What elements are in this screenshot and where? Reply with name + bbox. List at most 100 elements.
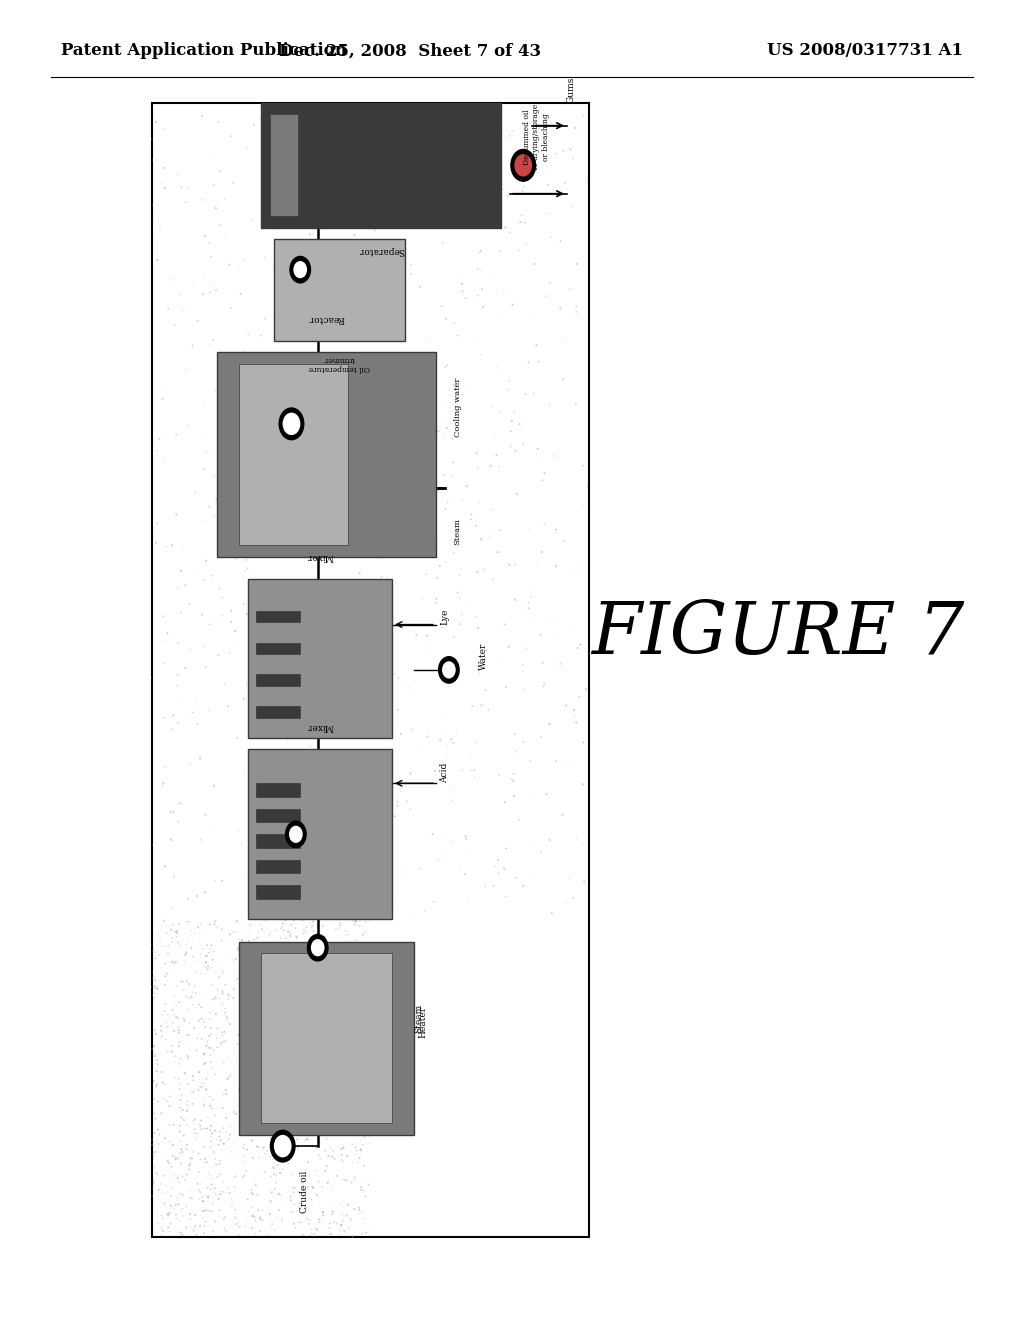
- Point: [236, 1138, 252, 1159]
- Point: [575, 554, 592, 576]
- Point: [332, 660, 348, 681]
- Point: [360, 909, 377, 931]
- Point: [219, 989, 236, 1010]
- Point: [148, 512, 165, 533]
- Point: [164, 1175, 180, 1196]
- Point: [356, 1082, 373, 1104]
- Point: [153, 1015, 169, 1036]
- Point: [168, 1147, 184, 1168]
- Point: [381, 527, 397, 548]
- Point: [463, 120, 479, 141]
- Point: [146, 1044, 163, 1065]
- Point: [402, 255, 419, 276]
- Point: [282, 1105, 298, 1126]
- Point: [323, 1084, 339, 1105]
- Point: [267, 1056, 284, 1077]
- Point: [290, 777, 306, 799]
- Point: [166, 866, 182, 887]
- Point: [303, 1222, 319, 1243]
- Point: [272, 694, 289, 715]
- Text: Heater: Heater: [418, 1006, 427, 1039]
- Point: [199, 937, 215, 958]
- Point: [361, 972, 378, 993]
- Point: [412, 276, 428, 297]
- Point: [389, 795, 406, 816]
- Point: [239, 1022, 255, 1043]
- Point: [168, 952, 184, 973]
- Point: [265, 1015, 282, 1036]
- Point: [508, 741, 524, 762]
- Point: [248, 1212, 264, 1233]
- Point: [313, 1019, 330, 1040]
- Point: [388, 392, 404, 413]
- Point: [492, 764, 508, 785]
- Point: [276, 1019, 293, 1040]
- Point: [227, 620, 244, 642]
- Point: [322, 1135, 338, 1156]
- Point: [295, 685, 311, 706]
- Point: [515, 875, 531, 896]
- Circle shape: [294, 261, 306, 277]
- Point: [330, 913, 346, 935]
- Point: [501, 554, 517, 576]
- Point: [147, 238, 164, 259]
- Point: [339, 1170, 355, 1191]
- Point: [352, 152, 369, 173]
- Point: [207, 380, 223, 401]
- Point: [348, 929, 365, 950]
- Point: [275, 1064, 292, 1085]
- Point: [419, 726, 435, 747]
- Point: [562, 139, 579, 160]
- Point: [197, 1212, 213, 1233]
- Point: [231, 1082, 248, 1104]
- Point: [274, 913, 291, 935]
- Point: [460, 597, 476, 618]
- Point: [568, 301, 585, 322]
- Point: [449, 723, 465, 744]
- Point: [162, 1203, 178, 1224]
- Point: [181, 594, 198, 615]
- Point: [214, 1024, 230, 1045]
- Point: [165, 1146, 181, 1167]
- Point: [236, 1134, 252, 1155]
- Point: [162, 1213, 178, 1234]
- Point: [296, 273, 312, 294]
- Point: [502, 222, 518, 243]
- Point: [254, 919, 270, 940]
- Point: [179, 414, 196, 436]
- Point: [347, 1170, 364, 1191]
- Point: [544, 612, 560, 634]
- Point: [291, 758, 307, 779]
- Point: [346, 224, 362, 246]
- Point: [284, 948, 300, 969]
- Point: [172, 1097, 188, 1118]
- Circle shape: [515, 154, 531, 176]
- Point: [298, 941, 314, 962]
- Point: [248, 970, 264, 991]
- Point: [150, 1133, 166, 1154]
- Point: [361, 1133, 378, 1154]
- Point: [423, 454, 439, 475]
- Point: [358, 1222, 375, 1243]
- Point: [236, 1006, 252, 1027]
- Point: [454, 273, 470, 294]
- Point: [280, 1098, 296, 1119]
- Point: [428, 589, 444, 610]
- Point: [293, 618, 309, 639]
- Point: [299, 1129, 315, 1150]
- Point: [305, 990, 322, 1011]
- Point: [266, 1164, 283, 1185]
- Point: [180, 177, 197, 198]
- Point: [219, 441, 236, 462]
- Point: [193, 944, 209, 965]
- Point: [160, 1016, 176, 1038]
- Point: [369, 787, 385, 808]
- Point: [283, 915, 299, 936]
- Point: [315, 954, 332, 975]
- Point: [261, 1057, 278, 1078]
- Point: [164, 719, 180, 741]
- Point: [288, 1020, 304, 1041]
- Point: [269, 1086, 286, 1107]
- Point: [430, 849, 446, 870]
- Point: [464, 696, 480, 717]
